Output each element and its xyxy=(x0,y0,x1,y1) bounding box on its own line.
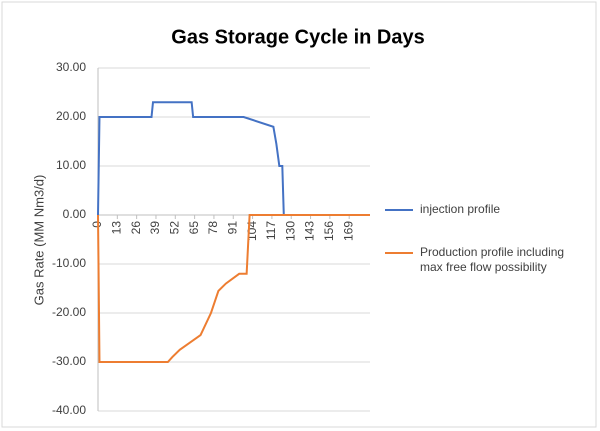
legend-label: injection profile xyxy=(420,202,501,216)
x-tick-label: 104 xyxy=(245,221,259,241)
y-axis-title: Gas Rate (MM Nm3/d) xyxy=(31,175,46,306)
x-tick-label: 130 xyxy=(283,221,297,241)
y-tick-label: 20.00 xyxy=(56,109,86,123)
x-tick-label: 65 xyxy=(187,221,201,235)
y-tick-label: 10.00 xyxy=(56,158,86,172)
y-tick-label: 0.00 xyxy=(63,207,87,221)
legend-label: Production profile including max free fl… xyxy=(420,245,565,274)
x-tick-label: 169 xyxy=(341,221,355,241)
y-tick-label: -20.00 xyxy=(52,305,86,319)
y-tick-label: -10.00 xyxy=(52,256,86,270)
x-tick-label: 26 xyxy=(129,221,143,235)
data-line xyxy=(97,101,285,216)
y-tick-label: 30.00 xyxy=(56,60,86,74)
x-tick-label: 143 xyxy=(303,221,317,241)
x-tick-label: 156 xyxy=(322,221,336,241)
x-tick-label: 39 xyxy=(148,221,162,235)
y-tick-label: -30.00 xyxy=(52,354,86,368)
data-line xyxy=(97,214,370,363)
x-tick-label: 13 xyxy=(109,221,123,235)
x-tick-label: 117 xyxy=(264,221,278,240)
y-tick-label: -40.00 xyxy=(52,403,86,417)
x-tick-label: 78 xyxy=(206,221,220,235)
x-tick-label: 52 xyxy=(167,221,181,235)
x-tick-label: 91 xyxy=(225,221,239,235)
chart-title: Gas Storage Cycle in Days xyxy=(171,26,424,48)
